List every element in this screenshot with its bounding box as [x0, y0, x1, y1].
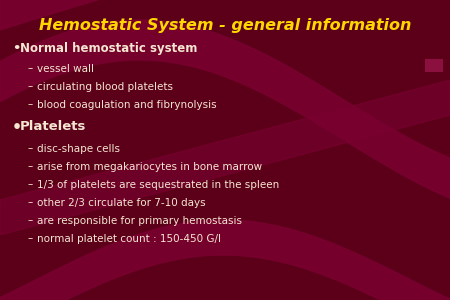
FancyBboxPatch shape [425, 59, 443, 72]
Text: –: – [28, 233, 33, 243]
Text: disc-shape cells: disc-shape cells [37, 144, 120, 154]
Text: –: – [28, 143, 33, 153]
Text: •: • [12, 42, 20, 55]
Text: –: – [28, 81, 33, 91]
Text: –: – [28, 215, 33, 225]
Text: are responsible for primary hemostasis: are responsible for primary hemostasis [37, 216, 242, 226]
Text: arise from megakariocytes in bone marrow: arise from megakariocytes in bone marrow [37, 162, 262, 172]
Text: Hemostatic System - general information: Hemostatic System - general information [39, 18, 411, 33]
Text: vessel wall: vessel wall [37, 64, 94, 74]
Text: other 2/3 circulate for 7-10 days: other 2/3 circulate for 7-10 days [37, 198, 206, 208]
Text: 1/3 of platelets are sequestrated in the spleen: 1/3 of platelets are sequestrated in the… [37, 180, 279, 190]
Text: –: – [28, 99, 33, 109]
Text: –: – [28, 197, 33, 207]
Text: –: – [28, 63, 33, 73]
Text: –: – [28, 161, 33, 171]
Text: –: – [28, 179, 33, 189]
Text: blood coagulation and fibrynolysis: blood coagulation and fibrynolysis [37, 100, 216, 110]
Text: Normal hemostatic system: Normal hemostatic system [20, 42, 198, 55]
Text: Platelets: Platelets [20, 120, 86, 133]
Text: •: • [12, 120, 22, 135]
Text: circulating blood platelets: circulating blood platelets [37, 82, 173, 92]
Text: normal platelet count : 150-450 G/l: normal platelet count : 150-450 G/l [37, 234, 221, 244]
